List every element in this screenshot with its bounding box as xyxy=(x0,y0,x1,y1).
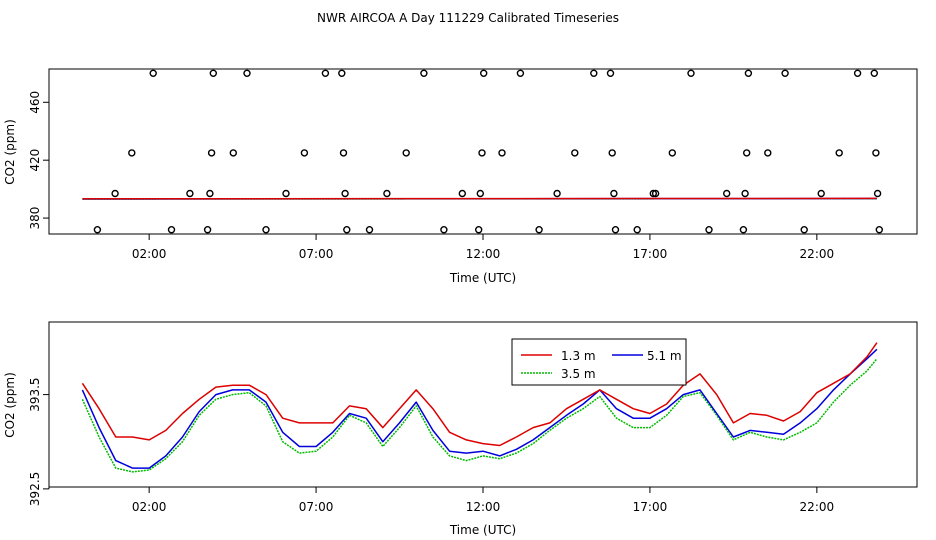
top-raw-point xyxy=(478,149,486,157)
top-raw-point xyxy=(203,225,212,234)
top-raw-point xyxy=(476,189,484,198)
top-raw-point xyxy=(209,69,218,78)
top-raw-point xyxy=(440,225,448,234)
top-raw-point xyxy=(590,69,598,78)
top-raw-point xyxy=(420,69,428,78)
bottom-panel-frame xyxy=(48,321,918,488)
top-raw-point xyxy=(243,69,251,78)
bottom-panel: 02:00 07:00 12:00 17:00 22:00 392.5 393.5 Time… xyxy=(3,321,918,537)
bottom-xlabel: Time (UTC) xyxy=(449,523,516,537)
top-raw-point xyxy=(338,69,346,78)
legend: 1.3 m 5.1 m 3.5 m xyxy=(511,338,687,386)
top-raw-point xyxy=(687,69,695,78)
top-raw-point xyxy=(744,69,753,78)
legend-label-5-1m: 5.1 m xyxy=(647,349,682,363)
top-raw-point xyxy=(870,69,878,78)
top-raw-point xyxy=(343,225,351,234)
top-y-tick-label: 460 xyxy=(28,91,42,114)
top-raw-point xyxy=(739,225,748,234)
bottom-y-tick-label: 393.5 xyxy=(28,377,42,411)
top-raw-point xyxy=(402,149,410,157)
figure-title: NWR AIRCOA A Day 111229 Calibrated Times… xyxy=(317,11,619,25)
top-raw-point xyxy=(608,149,616,157)
top-y-tick-label: 420 xyxy=(28,149,42,172)
top-raw-point xyxy=(498,149,506,157)
top-raw-point xyxy=(741,189,749,198)
bottom-series-line-1-3m xyxy=(81,342,878,447)
top-raw-point xyxy=(128,149,136,157)
top-x-tick-label: 22:00 xyxy=(800,247,835,261)
top-raw-point xyxy=(781,69,789,78)
top-raw-point xyxy=(571,149,579,157)
top-raw-point xyxy=(606,69,615,78)
top-raw-point xyxy=(611,225,620,234)
top-raw-point xyxy=(873,189,882,198)
top-raw-point xyxy=(516,69,525,78)
top-raw-point xyxy=(207,149,216,157)
top-raw-point xyxy=(300,149,309,157)
top-plot-area: 02:00 07:00 12:00 17:00 22:00 380 420 460 xyxy=(28,69,883,261)
bottom-plot-area: 02:00 07:00 12:00 17:00 22:00 392.5 393.5 xyxy=(28,342,878,514)
bottom-x-tick-label: 17:00 xyxy=(633,500,668,514)
bottom-x-tick-label: 02:00 xyxy=(132,500,167,514)
top-panel: 02:00 07:00 12:00 17:00 22:00 380 420 460 Time … xyxy=(3,68,918,285)
top-raw-point xyxy=(383,189,391,198)
bottom-x-tick-label: 22:00 xyxy=(800,500,835,514)
bottom-ylabel: CO2 (ppm) xyxy=(3,372,17,438)
top-raw-point xyxy=(743,149,751,157)
top-raw-point xyxy=(649,189,657,198)
top-raw-point xyxy=(341,189,349,198)
top-raw-point xyxy=(229,149,238,157)
top-xlabel: Time (UTC) xyxy=(449,271,516,285)
bottom-series-line-3-5m xyxy=(81,358,878,473)
top-ylabel: CO2 (ppm) xyxy=(3,119,17,185)
top-y-tick-label: 380 xyxy=(28,207,42,230)
top-raw-point xyxy=(633,225,641,234)
top-raw-point xyxy=(872,149,880,157)
top-raw-point xyxy=(705,225,713,234)
top-raw-point xyxy=(764,149,772,157)
top-raw-point xyxy=(458,189,466,198)
top-raw-point xyxy=(800,225,808,234)
legend-label-1-3m: 1.3 m xyxy=(561,349,596,363)
top-raw-point xyxy=(321,69,330,78)
top-raw-point xyxy=(817,189,825,198)
top-raw-point xyxy=(835,149,843,157)
top-raw-point xyxy=(480,69,488,78)
top-x-tick-label: 17:00 xyxy=(633,247,668,261)
top-raw-point xyxy=(875,225,883,234)
top-x-tick-label: 12:00 xyxy=(466,247,501,261)
top-raw-point xyxy=(186,189,194,198)
legend-box xyxy=(511,338,687,386)
top-raw-point xyxy=(535,225,543,234)
legend-label-3-5m: 3.5 m xyxy=(561,367,596,381)
top-raw-point xyxy=(167,225,176,234)
bottom-y-tick-label: 392.5 xyxy=(28,472,42,506)
top-raw-point xyxy=(93,225,102,234)
top-raw-point xyxy=(365,225,374,234)
top-raw-point xyxy=(339,149,348,157)
top-raw-point xyxy=(610,189,618,198)
top-x-tick-label: 02:00 xyxy=(132,247,167,261)
top-raw-point xyxy=(723,189,731,198)
top-raw-point xyxy=(853,69,862,78)
top-raw-point xyxy=(475,225,483,234)
top-raw-point xyxy=(111,189,119,198)
top-raw-point xyxy=(553,189,561,198)
top-raw-point xyxy=(206,189,214,198)
bottom-x-tick-label: 07:00 xyxy=(299,500,334,514)
bottom-x-tick-label: 12:00 xyxy=(466,500,501,514)
top-raw-point xyxy=(282,189,290,198)
top-raw-point xyxy=(149,69,157,78)
bottom-series-line-5-1m xyxy=(81,348,878,469)
top-raw-point xyxy=(668,149,676,157)
top-raw-point xyxy=(262,225,270,234)
top-panel-frame xyxy=(48,68,918,235)
top-raw-point xyxy=(651,189,660,198)
top-x-tick-label: 07:00 xyxy=(299,247,334,261)
